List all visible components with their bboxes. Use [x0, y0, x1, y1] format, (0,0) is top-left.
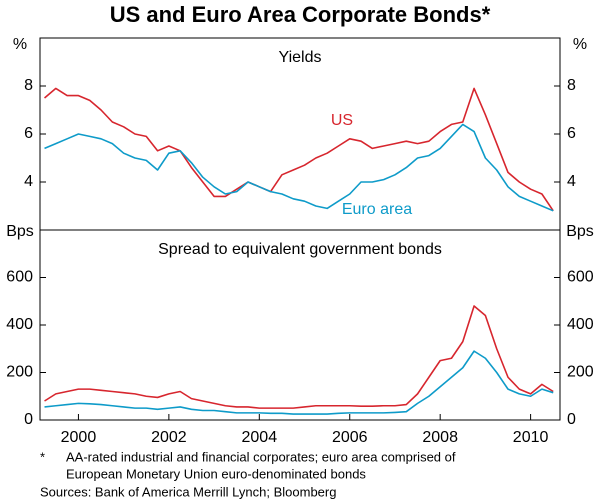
series-line	[44, 87, 554, 212]
sources: Sources: Bank of America Merrill Lynch; …	[40, 484, 336, 499]
plot-frame	[39, 37, 561, 421]
y-tick-label: 200	[6, 364, 33, 381]
footnote-line: European Monetary Union euro-denominated…	[66, 466, 366, 481]
y-tick-label: 8	[24, 77, 33, 94]
series-label: US	[331, 112, 353, 129]
y-tick-label: 600	[6, 269, 33, 286]
series-line	[44, 350, 554, 415]
y-tick-label: 6	[24, 125, 33, 142]
y-tick-label: 4	[567, 173, 576, 190]
y-tick-label: 200	[567, 364, 594, 381]
x-tick-label: 2006	[332, 429, 368, 446]
y-tick-label: 6	[567, 125, 576, 142]
y-tick-label: 600	[567, 269, 594, 286]
footnote-marker: *	[40, 449, 45, 464]
chart-title: US and Euro Area Corporate Bonds*	[110, 2, 491, 27]
y-tick-label: 4	[24, 173, 33, 190]
panel-subtitle: Yields	[279, 49, 322, 66]
y-tick-label: 400	[567, 316, 594, 333]
y-tick-label: 0	[567, 411, 576, 428]
series-line	[44, 123, 554, 212]
x-tick-label: 2002	[151, 429, 187, 446]
panel-subtitle: Spread to equivalent government bonds	[158, 241, 442, 258]
y-tick-label: 0	[24, 411, 33, 428]
x-tick-label: 2004	[242, 429, 278, 446]
y-unit-label: Bps	[566, 223, 594, 240]
x-tick-label: 2000	[61, 429, 97, 446]
x-tick-label: 2008	[422, 429, 458, 446]
series-label: Euro area	[342, 201, 412, 218]
x-tick-label: 2010	[513, 429, 549, 446]
series-line	[44, 305, 554, 409]
y-tick-label: 8	[567, 77, 576, 94]
y-unit-label: Bps	[6, 223, 34, 240]
y-tick-label: 400	[6, 316, 33, 333]
footnote-line: AA-rated industrial and financial corpor…	[66, 449, 456, 464]
y-unit-label: %	[13, 36, 27, 53]
y-unit-label: %	[573, 36, 587, 53]
